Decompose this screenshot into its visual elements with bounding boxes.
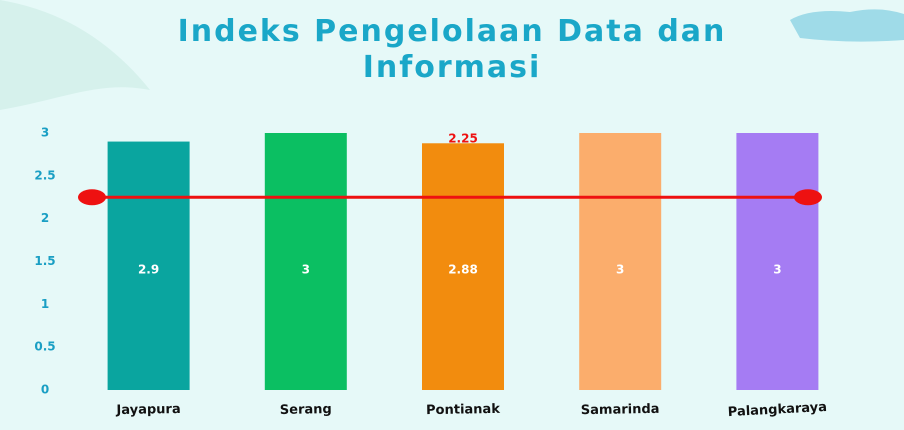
chart-title: Indeks Pengelolaan Data dan Informasi bbox=[177, 14, 727, 85]
reference-line-end bbox=[794, 189, 822, 206]
bar bbox=[422, 143, 504, 390]
bar bbox=[579, 133, 662, 390]
value-label: 3 bbox=[616, 263, 624, 277]
bar bbox=[264, 133, 347, 390]
bar bbox=[736, 133, 819, 390]
reference-line-end bbox=[78, 189, 106, 206]
y-tick-label: 2.5 bbox=[34, 168, 55, 182]
y-tick-label: 1.5 bbox=[34, 254, 55, 268]
x-tick-label: Palangkaraya bbox=[727, 400, 827, 420]
x-tick-label: Pontianak bbox=[426, 402, 500, 418]
cloud-decoration bbox=[790, 9, 904, 42]
y-tick-label: 3 bbox=[41, 126, 49, 140]
y-tick-label: 0 bbox=[41, 383, 49, 397]
reference-line-label: 2.25 bbox=[448, 132, 478, 146]
y-tick-label: 0.5 bbox=[34, 340, 55, 354]
value-label: 3 bbox=[302, 263, 310, 277]
y-tick-label: 2 bbox=[41, 211, 49, 225]
y-tick-label: 1 bbox=[41, 297, 49, 311]
value-label: 2.9 bbox=[138, 263, 159, 277]
leaf-decoration bbox=[0, 0, 150, 110]
value-label: 2.88 bbox=[448, 263, 478, 277]
x-tick-label: Samarinda bbox=[581, 402, 660, 418]
bar bbox=[107, 141, 190, 390]
value-label: 3 bbox=[773, 263, 781, 277]
x-tick-label: Jayapura bbox=[115, 402, 180, 418]
x-tick-label: Serang bbox=[280, 402, 332, 418]
